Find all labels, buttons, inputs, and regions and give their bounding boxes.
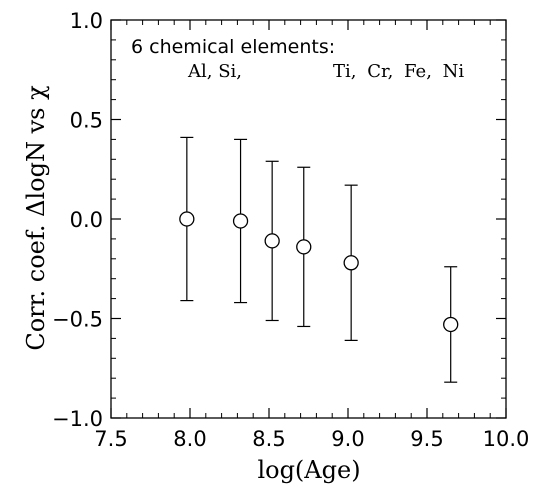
x-axis-title: log(Age) xyxy=(257,456,360,484)
x-tick-label: 9.5 xyxy=(410,427,443,451)
data-point xyxy=(264,233,280,249)
y-tick-label: 1.0 xyxy=(70,9,103,33)
annotation-elements-right: Ti, Cr, Fe, Ni xyxy=(333,61,464,82)
data-point xyxy=(296,239,312,255)
x-tick-label: 8.0 xyxy=(173,427,206,451)
y-tick-label: −0.5 xyxy=(52,308,103,332)
data-point xyxy=(343,255,359,271)
data-point xyxy=(443,316,459,333)
x-axis-ticks: 7.5 8.0 8.5 9.0 9.5 10.0 xyxy=(94,20,529,451)
y-tick-label: 0.0 xyxy=(70,208,103,232)
y-tick-label: 0.5 xyxy=(70,109,103,133)
x-tick-label: 10.0 xyxy=(483,427,530,451)
annotation-title: 6 chemical elements: xyxy=(131,36,335,58)
y-axis-ticks: −1.0 −0.5 0.0 0.5 1.0 xyxy=(52,9,506,431)
x-tick-label: 9.0 xyxy=(331,427,364,451)
x-tick-label: 7.5 xyxy=(94,427,127,451)
x-tick-label: 8.5 xyxy=(252,427,285,451)
data-series xyxy=(179,136,459,383)
y-axis-title: Corr. coef. ΔlogN vs χ xyxy=(22,85,50,351)
data-point xyxy=(179,211,195,227)
annotation-elements-left: Al, Si, xyxy=(187,61,242,82)
data-point xyxy=(232,213,249,229)
y-tick-label: −1.0 xyxy=(52,407,103,431)
